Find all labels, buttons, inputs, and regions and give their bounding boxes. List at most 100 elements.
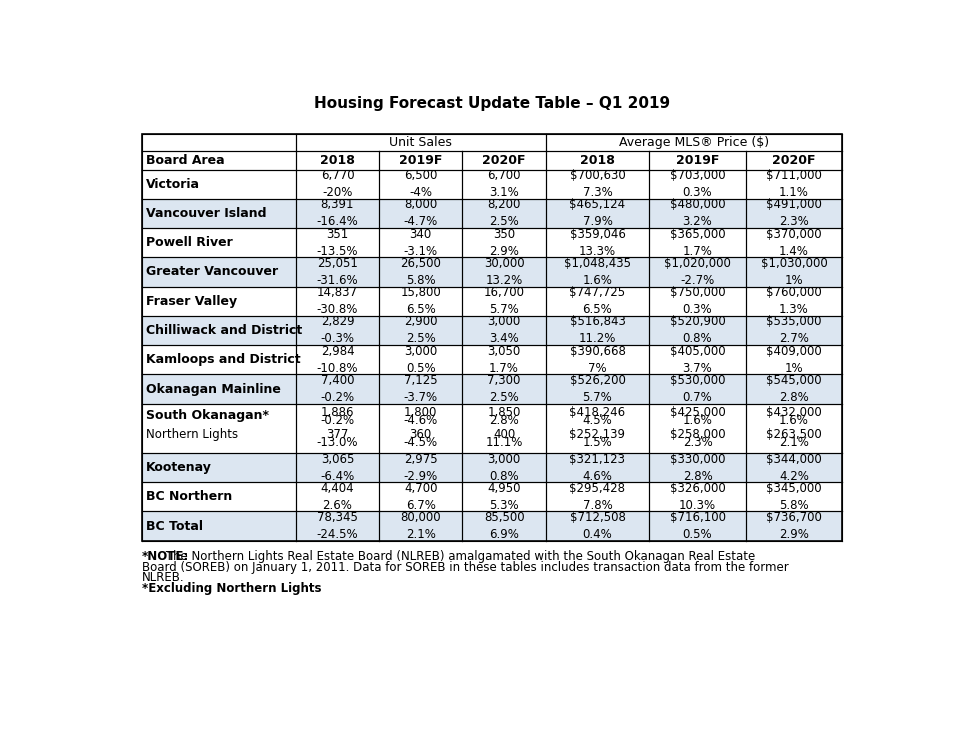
Bar [463,511,545,541]
Bar [545,404,649,453]
Text: $760,000
1.3%: $760,000 1.3% [766,287,822,317]
Text: $1,020,000
-2.7%: $1,020,000 -2.7% [664,257,731,287]
Bar [649,511,746,541]
Text: 25,051
-31.6%: 25,051 -31.6% [317,257,358,287]
Bar [379,374,463,404]
Bar [142,374,296,404]
Bar [545,257,649,287]
Text: 6,500
-4%: 6,500 -4% [404,169,438,199]
Bar [746,257,842,287]
Bar [296,511,379,541]
Text: -0.2%: -0.2% [321,414,354,427]
Bar [142,345,296,374]
Bar [379,404,463,453]
Text: 14,837
-30.8%: 14,837 -30.8% [317,287,358,317]
Text: 400: 400 [492,428,516,441]
Bar [463,228,545,257]
Bar [649,453,746,482]
Text: 2.1%: 2.1% [780,436,809,449]
Text: -4.6%: -4.6% [403,414,438,427]
Bar [545,228,649,257]
Bar [296,316,379,345]
Text: $716,100
0.5%: $716,100 0.5% [669,511,726,541]
Bar [296,169,379,199]
Bar [545,151,649,169]
Text: 30,000
13.2%: 30,000 13.2% [484,257,524,287]
Text: 1.6%: 1.6% [683,414,712,427]
Text: $365,000
1.7%: $365,000 1.7% [670,228,726,258]
Bar [142,453,296,482]
Text: 80,000
2.1%: 80,000 2.1% [400,511,441,541]
Text: 350
2.9%: 350 2.9% [490,228,519,258]
Text: $712,508
0.4%: $712,508 0.4% [569,511,625,541]
Text: 8,000
-4.7%: 8,000 -4.7% [403,199,438,229]
Text: 2,829
-0.3%: 2,829 -0.3% [321,316,354,345]
Text: Board Area: Board Area [146,154,225,167]
Bar [746,482,842,511]
Text: -13.0%: -13.0% [317,436,358,449]
Bar [649,228,746,257]
Bar [649,287,746,316]
Bar [545,482,649,511]
Bar [463,199,545,228]
Text: Victoria: Victoria [146,177,200,191]
Text: 340
-3.1%: 340 -3.1% [404,228,438,258]
Text: 3,050
1.7%: 3,050 1.7% [488,344,520,374]
Text: South Okanagan*: South Okanagan* [146,409,269,423]
Bar [746,345,842,374]
Text: $359,046
13.3%: $359,046 13.3% [569,228,625,258]
Text: 2020F: 2020F [482,154,526,167]
Bar [746,453,842,482]
Text: $1,030,000
1%: $1,030,000 1% [760,257,828,287]
Text: $700,630
7.3%: $700,630 7.3% [569,169,625,199]
Bar [142,511,296,541]
Bar [296,228,379,257]
Text: 1,850: 1,850 [488,406,520,419]
Bar [379,169,463,199]
Bar [379,453,463,482]
Text: $736,700
2.9%: $736,700 2.9% [766,511,822,541]
Bar [379,482,463,511]
Text: $747,725
6.5%: $747,725 6.5% [569,287,626,317]
Bar [649,151,746,169]
Text: Kootenay: Kootenay [146,461,211,474]
Bar [379,316,463,345]
Text: NLREB.: NLREB. [142,572,184,584]
Text: Fraser Valley: Fraser Valley [146,295,237,308]
Bar [379,199,463,228]
Bar [379,257,463,287]
Bar [545,199,649,228]
Bar [545,316,649,345]
Text: Average MLS® Price ($): Average MLS® Price ($) [619,136,769,149]
Bar [545,511,649,541]
Bar [746,374,842,404]
Bar [296,257,379,287]
Bar [142,134,296,151]
Bar [649,345,746,374]
Text: 1,886: 1,886 [321,406,354,419]
Bar [746,404,842,453]
Text: $491,000
2.3%: $491,000 2.3% [766,199,822,229]
Text: $530,000
0.7%: $530,000 0.7% [670,374,725,404]
Bar [463,404,545,453]
Text: Housing Forecast Update Table – Q1 2019: Housing Forecast Update Table – Q1 2019 [314,96,670,111]
Text: 2018: 2018 [320,154,355,167]
Bar [545,134,842,151]
Text: Northern Lights: Northern Lights [146,428,238,441]
Text: 78,345
-24.5%: 78,345 -24.5% [317,511,358,541]
Text: 3,000
0.5%: 3,000 0.5% [404,344,438,374]
Bar [649,316,746,345]
Text: 2,975
-2.9%: 2,975 -2.9% [403,453,438,483]
Bar [142,257,296,287]
Text: $516,843
11.2%: $516,843 11.2% [569,316,625,345]
Text: $263,500: $263,500 [766,428,822,441]
Text: $480,000
3.2%: $480,000 3.2% [670,199,726,229]
Bar [649,199,746,228]
Text: 1.6%: 1.6% [780,414,809,427]
Bar [379,151,463,169]
Text: $252,139: $252,139 [569,428,626,441]
Text: $750,000
0.3%: $750,000 0.3% [670,287,726,317]
Text: 351
-13.5%: 351 -13.5% [317,228,358,258]
Text: 4,404
2.6%: 4,404 2.6% [321,482,354,512]
Text: $425,000: $425,000 [670,406,726,419]
